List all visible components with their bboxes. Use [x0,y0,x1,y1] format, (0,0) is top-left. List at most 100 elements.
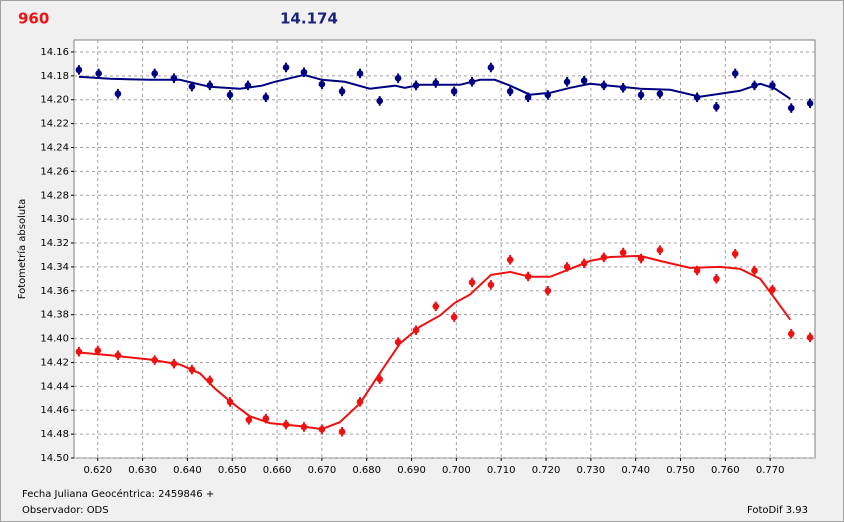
y-tick-label: 14.24 [40,142,69,153]
data-point [376,97,384,105]
data-point [580,77,588,84]
data-point [656,246,664,254]
data-point [731,250,739,258]
data-point [450,88,458,95]
star-id: 960 [18,10,49,28]
y-tick-label: 14.36 [40,286,69,297]
data-point [206,82,214,89]
y-tick-label: 14.16 [40,47,69,58]
data-point [356,398,364,406]
data-point [170,74,178,82]
data-point [563,263,571,271]
fit-curve [78,254,792,431]
y-tick-label: 14.40 [40,334,69,345]
mean-magnitude: 14.174 [280,10,338,28]
data-point [356,70,364,77]
x-tick-label: 0.770 [756,465,785,476]
y-tick-label: 14.22 [40,119,69,130]
observer: Observador: ODS [22,505,109,516]
y-tick-label: 14.32 [40,238,69,249]
data-point [394,338,402,346]
data-point [656,90,664,98]
software-version: FotoDif 3.93 [747,505,808,516]
data-point [563,78,571,86]
data-point [787,104,795,112]
data-point [226,398,234,406]
data-point [376,375,384,383]
x-tick-label: 0.740 [621,465,650,476]
x-tick-label: 0.670 [308,465,337,476]
x-tick-label: 0.630 [128,465,157,476]
data-point [245,416,253,424]
y-tick-label: 14.50 [40,453,69,464]
x-tick-label: 0.760 [711,465,740,476]
data-point [468,279,476,286]
data-point [300,423,308,431]
y-tick-label: 14.42 [40,357,69,368]
data-point [619,84,627,92]
data-point [713,103,720,111]
y-tick-label: 14.28 [40,190,69,201]
data-point [637,255,645,262]
data-point [524,273,532,280]
data-point [95,70,102,77]
data-point [412,82,420,89]
data-point [751,267,758,274]
y-tick-label: 14.26 [40,166,69,177]
data-point [394,74,402,82]
data-point [188,366,196,373]
data-point [524,94,532,101]
y-tick-label: 14.46 [40,405,69,416]
x-tick-label: 0.650 [218,465,247,476]
x-tick-label: 0.750 [666,465,695,476]
x-tick-label: 0.660 [263,465,292,476]
date-line: Fecha Juliana Geocéntrica: 2459846 + [22,488,214,500]
y-tick-label: 14.38 [40,310,69,321]
data-point [751,82,758,89]
data-point [432,303,440,310]
x-tick-label: 0.680 [352,465,381,476]
y-tick-label: 14.44 [40,381,69,392]
data-point [713,275,720,283]
data-point [226,91,234,99]
data-point [806,99,814,107]
data-point [731,70,739,77]
data-point [787,330,795,338]
data-point [262,415,270,422]
data-point [114,351,122,359]
data-point [450,313,458,321]
data-point [338,428,346,436]
data-point [693,267,701,274]
data-point [206,377,214,384]
data-point [114,90,122,98]
data-point [487,64,495,71]
data-point [580,260,588,267]
data-point [544,91,552,99]
data-point [506,256,514,264]
y-tick-label: 14.34 [40,262,69,273]
x-tick-label: 0.720 [532,465,561,476]
data-point [188,83,196,90]
data-point [151,356,158,364]
data-point [262,94,270,101]
data-point [412,326,420,334]
data-point [506,88,514,95]
data-point [769,286,776,293]
y-tick-label: 14.48 [40,429,69,440]
data-point [769,82,776,89]
data-point [600,254,608,261]
data-point [151,70,158,77]
data-point [600,82,608,89]
y-tick-label: 14.18 [40,71,69,82]
x-tick-label: 0.640 [173,465,202,476]
data-point [282,64,290,71]
data-point [619,249,627,256]
x-tick-label: 0.700 [442,465,471,476]
data-point [94,347,102,354]
data-point [693,94,701,101]
data-point [170,360,178,367]
data-point [432,79,440,87]
x-tick-label: 0.730 [577,465,606,476]
data-point [487,281,495,289]
